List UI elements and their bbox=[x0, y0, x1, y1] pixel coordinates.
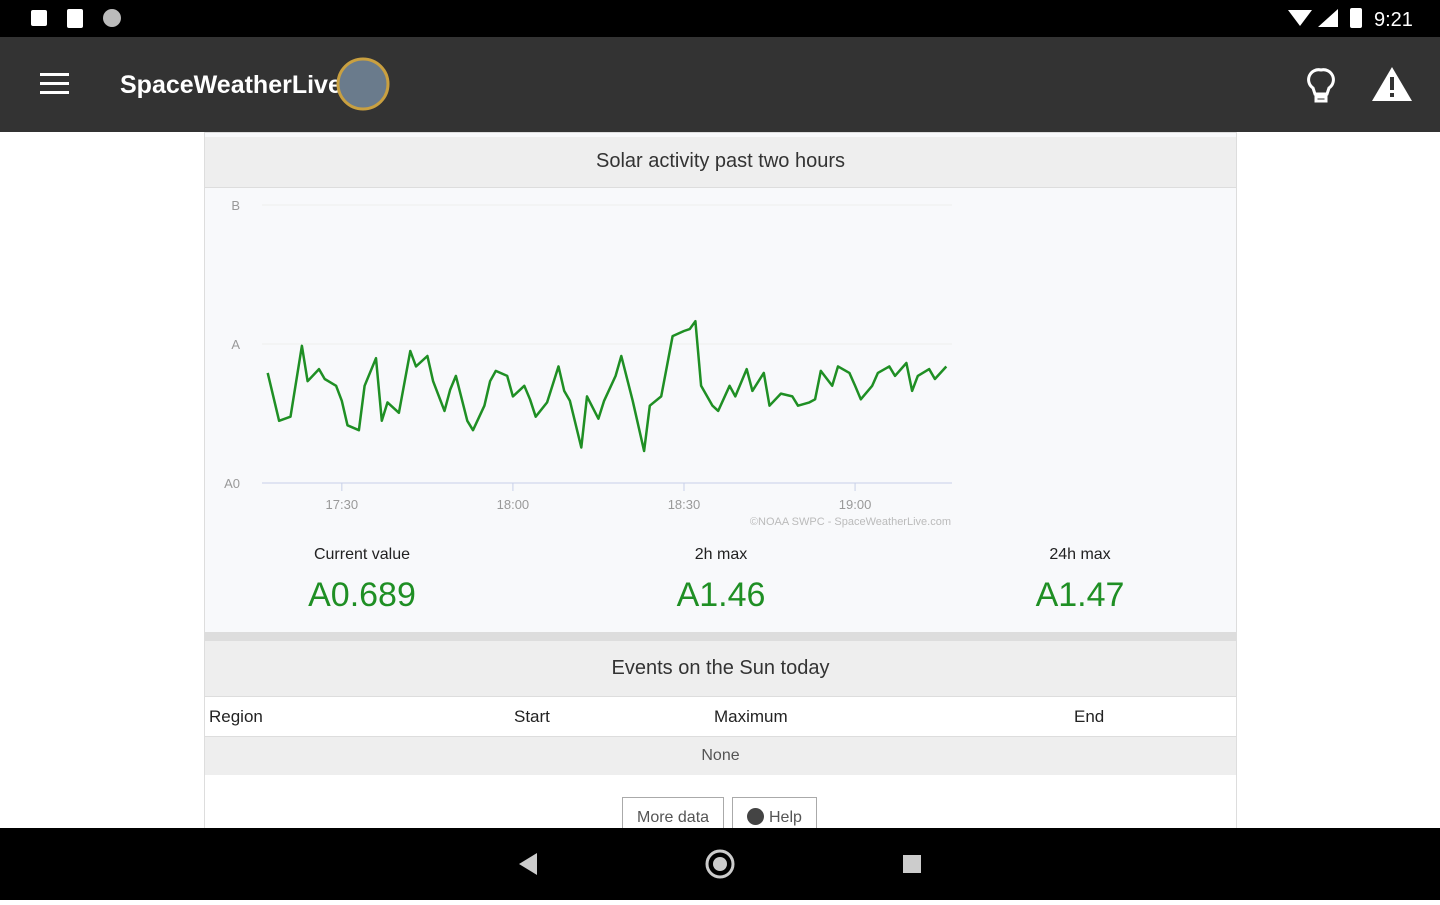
sd-icon bbox=[67, 9, 83, 28]
column-header: Region bbox=[209, 707, 263, 726]
wifi-icon bbox=[1288, 10, 1312, 26]
dot-icon bbox=[103, 9, 121, 27]
stat-value: A1.46 bbox=[676, 576, 766, 614]
stat: Current value A0.689 bbox=[212, 546, 512, 615]
notif-icon bbox=[31, 10, 47, 26]
chart-credit: ©NOAA SWPC - SpaceWeatherLive.com bbox=[750, 516, 951, 528]
home-dot bbox=[713, 857, 727, 871]
status-icons: 9:21 bbox=[31, 8, 1413, 31]
divider bbox=[204, 632, 1237, 640]
signal-icon bbox=[1318, 9, 1338, 27]
x-tick-label: 19:00 bbox=[839, 497, 872, 512]
column-header: Start bbox=[514, 707, 550, 726]
logo-globe bbox=[336, 57, 390, 111]
solar-card: Solar activity past two hours Current va… bbox=[204, 132, 1237, 634]
help-button[interactable]: Help bbox=[732, 797, 817, 831]
stat: 24h max A1.47 bbox=[930, 546, 1230, 615]
y-tick-label: A bbox=[231, 337, 240, 352]
card-title: Solar activity past two hours bbox=[205, 137, 1236, 188]
bulb-button[interactable] bbox=[1307, 68, 1335, 103]
nav-icons bbox=[519, 849, 921, 879]
recents-button[interactable] bbox=[903, 855, 921, 873]
chart: ©NOAA SWPC - SpaceWeatherLive.com A0 A B 17… bbox=[224, 198, 952, 528]
logo-text: SpaceWeatherLive bbox=[120, 71, 342, 99]
column-header: Maximum bbox=[714, 707, 788, 726]
alert-mark bbox=[1390, 77, 1394, 90]
data-line bbox=[266, 319, 948, 453]
events-card: Events on the Sun today Region Start Max… bbox=[204, 640, 1237, 842]
x-tick-label: 18:00 bbox=[497, 497, 530, 512]
stat-label: 2h max bbox=[694, 546, 748, 563]
card-title: Events on the Sun today bbox=[205, 641, 1236, 697]
back-button[interactable] bbox=[519, 853, 537, 875]
clock: 9:21 bbox=[1374, 9, 1413, 31]
alert-dot bbox=[1390, 93, 1394, 97]
column-header: End bbox=[1074, 707, 1105, 726]
stat-value: A0.689 bbox=[308, 576, 416, 614]
status-bar: 9:21 bbox=[0, 0, 1440, 37]
home-button[interactable] bbox=[705, 849, 735, 879]
stat: 2h max A1.46 bbox=[571, 546, 871, 615]
y-tick-label: B bbox=[231, 198, 240, 213]
menu-button[interactable] bbox=[40, 73, 69, 94]
stat-value: A1.47 bbox=[1035, 576, 1125, 614]
x-tick-label: 17:30 bbox=[326, 497, 359, 512]
app-bar: SpaceWeatherLive bbox=[0, 37, 1440, 132]
battery-icon bbox=[1350, 8, 1362, 28]
more-data-button[interactable]: More data bbox=[622, 797, 725, 831]
x-tick-label: 18:30 bbox=[668, 497, 701, 512]
empty-row: None bbox=[205, 737, 1236, 775]
table-header: Region Start Maximum End bbox=[205, 697, 1236, 737]
y-tick-label: A0 bbox=[224, 476, 240, 491]
help-icon bbox=[747, 808, 764, 825]
nav-bar bbox=[0, 828, 1440, 900]
help-label: Help bbox=[769, 809, 802, 826]
stat-label: 24h max bbox=[1049, 546, 1111, 563]
stat-label: Current value bbox=[313, 546, 411, 563]
app-bar-icons: SpaceWeatherLive bbox=[40, 57, 1412, 111]
